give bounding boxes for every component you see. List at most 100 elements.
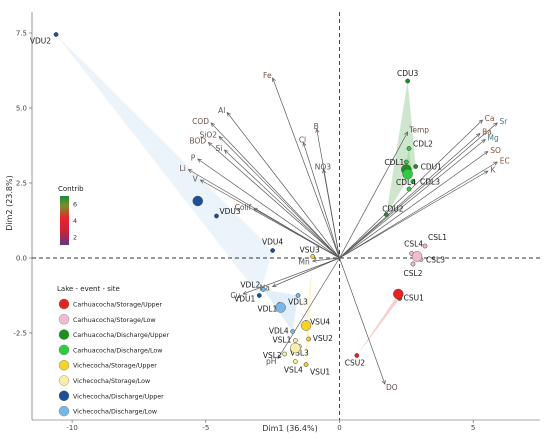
variable-label-al: Al	[218, 106, 225, 115]
point-vsl1	[293, 338, 298, 343]
reference-lines	[32, 12, 540, 420]
arrowhead-ph	[277, 354, 282, 360]
arrowhead-mn	[311, 258, 317, 263]
arrow-bod	[208, 142, 340, 259]
mean-vichecocha-storage-upper	[300, 320, 312, 331]
arrow-sio2	[218, 136, 340, 259]
mean-vichecocha-discharge-low	[275, 302, 286, 313]
y-tick-label: 0.0	[16, 255, 27, 263]
arrowhead-ca	[478, 119, 484, 124]
axes: -10 -5 0 5 -2.5 0.0 2.5 5.0 7.5	[13, 12, 540, 432]
point-label-cdl3: CDL3	[420, 178, 440, 187]
variable-label-k: K	[490, 165, 496, 174]
arrow-v	[200, 179, 340, 259]
point-csl2	[410, 261, 416, 267]
arrowhead-k	[483, 170, 489, 175]
arrow-na	[272, 257, 340, 287]
point-vsl2	[282, 351, 288, 357]
group-mean-points	[192, 164, 423, 354]
group-legend-label: Carhuacocha/Storage/Low	[73, 317, 155, 324]
point-cdl4	[406, 186, 412, 192]
point-label-vsu1: VSU1	[310, 368, 330, 377]
point-label-cdu1: CDU1	[421, 163, 443, 172]
variable-label-colif: Colif	[235, 203, 252, 212]
arrowhead-ec	[493, 161, 498, 166]
variable-label-temp: Temp	[408, 125, 429, 134]
point-label-vdu4: VDU4	[262, 238, 283, 247]
arrowhead-temp	[404, 131, 409, 137]
point-label-vdl2: VDL2	[240, 281, 260, 290]
point-label-vdl4: VDL4	[269, 327, 289, 336]
point-label-vsl2: VSL2	[263, 351, 282, 360]
arrowhead-cl	[302, 141, 307, 147]
point-cdu1	[413, 164, 419, 169]
arrow-so	[339, 151, 489, 259]
variable-label-mn: Mn	[299, 257, 310, 266]
mean-carhuacocha-storage-low	[411, 251, 423, 262]
group-legend-key	[58, 314, 70, 325]
point-csl1	[422, 243, 428, 249]
point-vsl4	[293, 359, 298, 364]
point-label-vsu3: VSU3	[300, 246, 320, 255]
point-label-cdu3: CDU3	[397, 69, 419, 78]
x-tick-label: -5	[202, 424, 209, 432]
y-axis-label: Dim2 (23.8%)	[5, 175, 14, 230]
hull-vichecocha-discharge-upper	[56, 34, 273, 296]
group-legend-label: Vichecocha/Storage/Low	[73, 378, 150, 385]
arrowhead-b	[315, 128, 320, 133]
arrowhead-ba	[475, 132, 481, 138]
contrib-tick-label: 2	[73, 233, 77, 241]
hull-carhuacocha-discharge-upper	[386, 81, 416, 215]
point-vdu2	[53, 32, 59, 37]
arrow-do	[339, 257, 386, 385]
arrowhead-na	[271, 283, 277, 288]
contrib-legend-title: Contrib	[58, 185, 84, 193]
point-csu2	[354, 353, 360, 358]
group-hulls	[56, 34, 426, 365]
arrow-p	[197, 158, 340, 259]
x-axis-label: Dim1 (36.4%)	[262, 424, 317, 433]
point-label-csu1: CSU1	[404, 294, 424, 303]
arrow-si	[224, 149, 340, 259]
point-label-vsl1: VSL1	[273, 336, 292, 345]
arrowhead-fe	[271, 77, 276, 83]
arrow-sr	[339, 122, 498, 259]
point-cdl2	[406, 146, 412, 151]
variable-label-mg: Mg	[488, 134, 499, 143]
arrowhead-v	[199, 179, 205, 184]
arrow-fe	[272, 77, 340, 259]
group-legend-key	[58, 375, 70, 386]
group-legend-key	[58, 390, 70, 401]
arrow-cl	[303, 142, 340, 259]
mean-vichecocha-discharge-upper	[192, 195, 203, 207]
arrowhead-cu	[242, 290, 248, 295]
hull-carhuacocha-storage-upper	[356, 294, 400, 356]
variable-label-li: Li	[180, 164, 186, 173]
point-label-vsu4: VSU4	[310, 318, 330, 327]
arrowhead-li	[187, 169, 193, 174]
point-label-vsu2: VSU2	[313, 334, 333, 343]
point-vsu3	[310, 254, 316, 259]
variable-label-cl: Cl	[299, 136, 306, 145]
arrowhead-colif	[253, 208, 258, 213]
y-tick-label: 5.0	[16, 105, 27, 113]
group-legend-label: Carhuacocha/Discharge/Upper	[73, 332, 169, 339]
variable-label-fe: Fe	[263, 71, 272, 80]
variable-label-so: SO	[490, 146, 501, 155]
arrow-no3	[323, 169, 340, 259]
variable-label-bod: BOD	[190, 137, 207, 146]
point-label-vdu3: VDU3	[219, 207, 240, 216]
arrow-cu	[243, 257, 340, 295]
contrib-color-bar	[60, 196, 69, 245]
point-label-csl1: CSL1	[428, 233, 447, 242]
point-label-vdl1: VDL1	[257, 305, 277, 314]
x-tick-label: -10	[66, 424, 77, 432]
group-legend-key	[58, 298, 70, 310]
variable-label-ph: pH	[266, 357, 276, 366]
point-label-csl3: CSL3	[426, 256, 445, 265]
arrow-ec	[339, 161, 498, 259]
point-vsu2	[306, 336, 312, 342]
arrowhead-so	[483, 151, 489, 156]
mean-carhuacocha-discharge-low	[402, 168, 413, 180]
